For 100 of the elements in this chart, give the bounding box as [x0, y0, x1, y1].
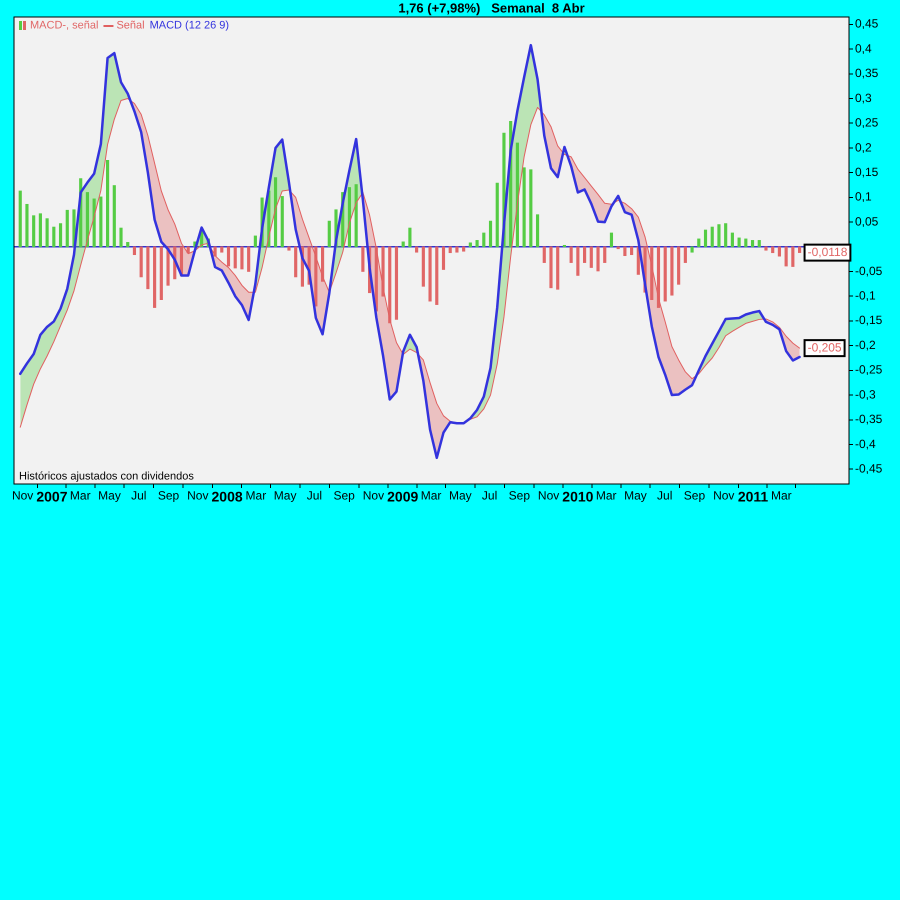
legend-label: MACD-, señal — [30, 20, 98, 32]
bar — [25, 204, 29, 248]
bar — [670, 246, 674, 296]
x-tick-label: Nov — [713, 488, 734, 503]
bar — [422, 246, 425, 287]
bar — [52, 226, 56, 248]
y-tick-label: 0,45 — [855, 16, 879, 31]
bar — [442, 246, 446, 270]
bar — [287, 246, 291, 251]
bar — [274, 177, 278, 248]
bar — [690, 246, 694, 253]
bar — [119, 228, 123, 248]
bar — [476, 240, 479, 248]
bar — [402, 242, 405, 248]
bar — [704, 230, 708, 248]
bar — [522, 167, 526, 248]
bar — [630, 246, 634, 256]
y-tick-label: -0,05 — [855, 264, 883, 278]
bar — [583, 246, 586, 263]
bar — [428, 246, 432, 302]
bar — [140, 246, 143, 278]
bar — [240, 246, 244, 270]
bar — [455, 246, 459, 253]
bar — [361, 246, 364, 272]
bar — [596, 246, 600, 272]
x-tick-label: May — [624, 488, 647, 503]
x-tick-label: Sep — [333, 488, 356, 503]
x-tick-label: 2008 — [211, 488, 243, 504]
bar — [590, 246, 593, 268]
bar — [146, 246, 150, 290]
bar — [717, 224, 721, 248]
y-tick-label: -0,15 — [855, 313, 883, 328]
x-tick-label: Jul — [306, 488, 322, 503]
bar — [784, 246, 788, 266]
bar — [112, 185, 116, 248]
x-tick-label: Mar — [70, 488, 91, 503]
bar — [798, 246, 802, 253]
y-tick-label: -0,1 — [855, 288, 876, 303]
bar — [697, 238, 700, 248]
x-tick-label: May — [98, 488, 121, 503]
bar — [220, 246, 224, 253]
bar — [294, 246, 298, 278]
bar — [462, 246, 466, 252]
bar — [650, 246, 654, 300]
x-tick-label: Nov — [187, 488, 208, 503]
x-tick-label: Jul — [657, 488, 672, 503]
bar — [46, 218, 49, 248]
x-tick-label: May — [448, 488, 472, 503]
bar — [771, 246, 774, 254]
bar — [58, 223, 62, 248]
text: MACD (12 26 9) — [150, 20, 230, 32]
y-tick-label: 0,35 — [855, 66, 879, 80]
bar — [280, 196, 284, 248]
annotation: Históricos ajustados con dividendos — [19, 470, 194, 483]
x-tick-label: Nov — [362, 488, 384, 503]
y-tick-label: 0,4 — [855, 41, 872, 56]
bar — [328, 220, 331, 248]
bar — [99, 196, 102, 248]
bar — [603, 246, 606, 263]
x-tick-label: Nov — [538, 488, 560, 503]
y-tick-label: 0,05 — [855, 214, 879, 228]
bar — [549, 246, 553, 288]
bar — [468, 242, 472, 248]
y-tick-label: 0,1 — [855, 190, 872, 204]
x-tick-label: Nov — [12, 488, 34, 503]
x-tick-label: 2007 — [36, 488, 68, 504]
bar — [160, 246, 163, 300]
bar — [132, 246, 136, 256]
x-tick-label: Jul — [482, 488, 498, 503]
bar — [677, 246, 680, 285]
annotation: -0,0118 — [808, 244, 848, 259]
bar — [354, 184, 358, 248]
bar — [791, 246, 794, 267]
bar — [106, 160, 110, 248]
y-tick-label: -0,25 — [855, 362, 883, 377]
bar — [126, 242, 130, 248]
x-tick-label: Sep — [508, 488, 530, 503]
y-tick-label: 0,2 — [855, 140, 872, 154]
bar — [394, 246, 398, 320]
bar — [496, 182, 499, 248]
bar — [435, 246, 438, 305]
annotation: -0,205 — [808, 340, 842, 354]
y-tick-label: 0,3 — [855, 90, 872, 105]
bar — [38, 213, 42, 248]
bar — [488, 220, 492, 248]
bar — [247, 246, 250, 272]
bar — [616, 246, 620, 250]
bar — [744, 238, 748, 248]
bar — [226, 246, 230, 266]
bar — [684, 246, 687, 263]
x-tick-label: Mar — [596, 488, 617, 503]
bar — [448, 246, 452, 254]
x-tick-label: Mar — [420, 488, 442, 503]
bar — [556, 246, 560, 290]
bar — [254, 236, 257, 248]
bar — [758, 240, 761, 248]
bar — [186, 246, 190, 254]
bar — [750, 240, 754, 248]
legend-label: Señal — [116, 20, 145, 32]
bar — [18, 190, 22, 248]
